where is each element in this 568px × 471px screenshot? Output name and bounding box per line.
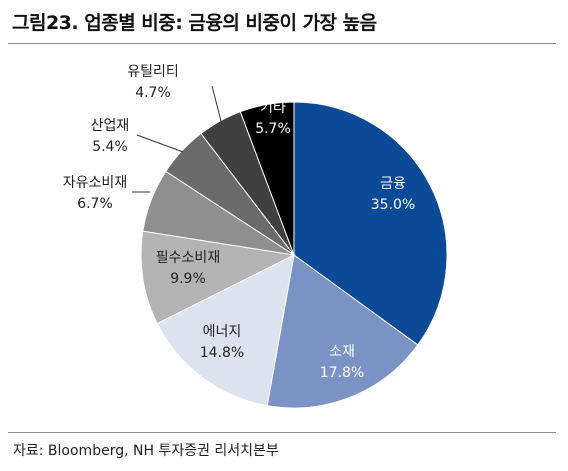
title-rule <box>8 43 556 44</box>
slice-value-label: 5.7% <box>255 121 291 137</box>
slice-value-label: 14.8% <box>200 345 244 361</box>
leader-line <box>136 134 184 153</box>
slice-value-label: 17.8% <box>320 365 364 381</box>
slice-value-label: 6.7% <box>77 196 113 212</box>
slice-value-label: 35.0% <box>371 197 415 213</box>
pie-slice-4 <box>140 230 296 325</box>
source-note: 자료: Bloomberg, NH 투자증권 리서치본부 <box>13 443 279 459</box>
slice-label: 소재 <box>329 344 355 360</box>
slice-label: 필수소비재 <box>156 250 220 266</box>
slice-label: 기타 <box>260 100 286 116</box>
slice-label: 에너지 <box>203 324 242 340</box>
slice-label: 자유소비재 <box>63 175 127 191</box>
pie-slice-3 <box>156 254 295 407</box>
slice-value-label: 9.9% <box>170 271 206 287</box>
pie-slice-1 <box>293 101 448 346</box>
slice-label: 금융 <box>380 176 406 192</box>
leader-line <box>211 85 223 126</box>
slice-label: 유틸리티 <box>127 64 179 80</box>
pie-slice-2 <box>266 254 419 409</box>
figure-title: 그림23. 업종별 비중: 금융의 비중이 가장 높음 <box>12 12 377 34</box>
slice-label: 산업재 <box>91 118 130 134</box>
pie-slice-8 <box>239 101 295 256</box>
source-rule <box>8 432 556 433</box>
slice-value-label: 4.7% <box>135 85 171 101</box>
slice-value-label: 5.4% <box>92 139 128 155</box>
